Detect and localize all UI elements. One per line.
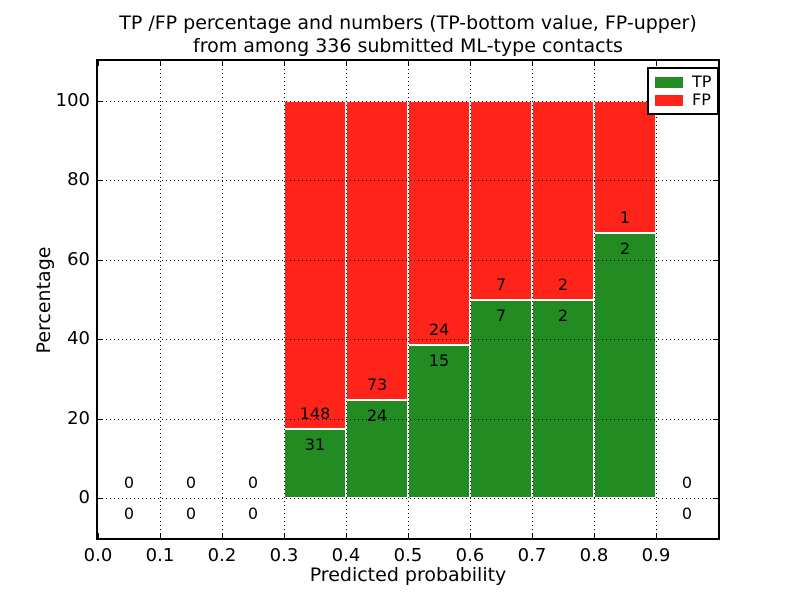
y-tick-label-0: 0 (78, 487, 90, 509)
gridline-vertical-0.7 (532, 61, 533, 538)
y-tick-left-0 (98, 498, 103, 500)
x-tick-bottom-0.3 (284, 533, 285, 538)
x-tick-label-0.7: 0.7 (517, 545, 547, 566)
bar-segment-tp-bin-0.7 (532, 299, 594, 499)
x-tick-bottom-0.1 (160, 533, 161, 538)
gridline-vertical-0.2 (222, 61, 223, 538)
legend-swatch-tp (655, 76, 683, 88)
x-tick-label-0.2: 0.2 (207, 545, 237, 566)
x-tick-bottom-0.7 (532, 533, 533, 538)
x-tick-label-0.9: 0.9 (641, 545, 671, 566)
gridline-vertical-0.4 (346, 61, 347, 538)
bar-segment-tp-bin-0.8 (594, 233, 656, 499)
y-tick-label-60: 60 (67, 248, 90, 270)
x-tick-bottom-0.6 (470, 533, 471, 538)
tp-count-label-bin-0.4: 24 (366, 405, 388, 425)
tp-count-label-bin-0.9: 0 (681, 504, 693, 524)
y-tick-left-20 (98, 418, 103, 420)
chart-title-line1: TP /FP percentage and numbers (TP-bottom… (119, 12, 697, 34)
x-tick-bottom-0.9 (656, 533, 657, 538)
gridline-vertical-0.3 (284, 61, 285, 538)
y-tick-right-0 (713, 498, 718, 500)
x-tick-top-0.1 (160, 61, 161, 66)
fp-count-label-bin-0.0: 0 (123, 473, 135, 493)
x-tick-bottom-0.0 (98, 533, 99, 538)
gridline-vertical-0.5 (408, 61, 409, 538)
chart-title: TP /FP percentage and numbers (TP-bottom… (98, 12, 718, 58)
y-tick-right-40 (713, 339, 718, 341)
tp-count-label-bin-0.0: 0 (123, 504, 135, 524)
gridline-vertical-0.9 (656, 61, 657, 538)
tp-count-label-bin-0.3: 31 (304, 435, 326, 455)
gridline-vertical-0.6 (470, 61, 471, 538)
bar-segment-tp-bin-0.6 (470, 299, 532, 499)
legend-label-tp: TP (692, 72, 712, 91)
x-tick-top-0.8 (594, 61, 595, 66)
fp-count-label-bin-0.4: 73 (366, 374, 388, 394)
x-tick-label-0.3: 0.3 (269, 545, 299, 566)
y-tick-label-40: 40 (67, 328, 90, 350)
chart-title-line2: from among 336 submitted ML-type contact… (193, 35, 623, 57)
y-tick-left-80 (98, 180, 103, 182)
tp-count-label-bin-0.2: 0 (247, 504, 259, 524)
tp-count-label-bin-0.7: 2 (557, 305, 569, 325)
y-tick-right-20 (713, 418, 718, 420)
x-tick-top-0.6 (470, 61, 471, 66)
x-tick-top-0.7 (532, 61, 533, 66)
fp-count-label-bin-0.9: 0 (681, 473, 693, 493)
x-tick-bottom-0.4 (346, 533, 347, 538)
fp-count-label-bin-0.3: 148 (299, 404, 331, 424)
bar-segment-tp-bin-0.4 (346, 399, 408, 499)
legend: TP FP (647, 67, 720, 115)
bar-segment-fp-bin-0.5 (408, 100, 470, 346)
fp-count-label-bin-0.6: 7 (495, 274, 507, 294)
x-tick-top-0.2 (222, 61, 223, 66)
x-tick-top-0.0 (98, 61, 99, 66)
x-tick-label-0.6: 0.6 (455, 545, 485, 566)
fp-count-label-bin-0.7: 2 (557, 274, 569, 294)
x-tick-label-0.8: 0.8 (579, 545, 609, 566)
tp-count-label-bin-0.5: 15 (428, 351, 450, 371)
gridline-vertical-0.8 (594, 61, 595, 538)
legend-row-tp: TP (655, 73, 711, 91)
x-axis-label: Predicted probability (309, 564, 507, 586)
x-tick-bottom-0.8 (594, 533, 595, 538)
x-tick-bottom-0.5 (408, 533, 409, 538)
y-tick-right-60 (713, 259, 718, 261)
tp-count-label-bin-0.8: 2 (619, 239, 631, 259)
bar-segment-tp-bin-0.3 (284, 429, 346, 499)
fp-count-label-bin-0.5: 24 (428, 320, 450, 340)
bar-segment-fp-bin-0.4 (346, 100, 408, 400)
fp-count-label-bin-0.2: 0 (247, 473, 259, 493)
y-tick-label-100: 100 (55, 89, 90, 111)
y-tick-left-100 (98, 100, 103, 102)
bar-segment-fp-bin-0.3 (284, 100, 346, 430)
bar-segment-fp-bin-0.7 (532, 100, 594, 300)
legend-swatch-fp (655, 94, 683, 106)
tp-count-label-bin-0.1: 0 (185, 504, 197, 524)
x-tick-top-0.9 (656, 61, 657, 66)
x-tick-bottom-0.2 (222, 533, 223, 538)
x-tick-label-0.0: 0.0 (83, 545, 113, 566)
bar-segment-tp-bin-0.5 (408, 345, 470, 499)
y-tick-label-20: 20 (67, 407, 90, 429)
fp-count-label-bin-0.1: 0 (185, 473, 197, 493)
y-tick-left-60 (98, 259, 103, 261)
fp-count-label-bin-0.8: 1 (619, 208, 631, 228)
y-tick-label-80: 80 (67, 169, 90, 191)
legend-label-fp: FP (692, 90, 711, 109)
legend-row-fp: FP (655, 91, 711, 109)
y-tick-right-80 (713, 180, 718, 182)
x-tick-top-0.3 (284, 61, 285, 66)
gridline-vertical-0.1 (160, 61, 161, 538)
x-tick-label-0.5: 0.5 (393, 545, 423, 566)
x-tick-label-0.4: 0.4 (331, 545, 361, 566)
x-tick-label-0.1: 0.1 (145, 545, 175, 566)
x-tick-top-0.4 (346, 61, 347, 66)
x-tick-top-0.5 (408, 61, 409, 66)
y-tick-left-40 (98, 339, 103, 341)
tp-count-label-bin-0.6: 7 (495, 305, 507, 325)
bar-segment-fp-bin-0.6 (470, 100, 532, 300)
